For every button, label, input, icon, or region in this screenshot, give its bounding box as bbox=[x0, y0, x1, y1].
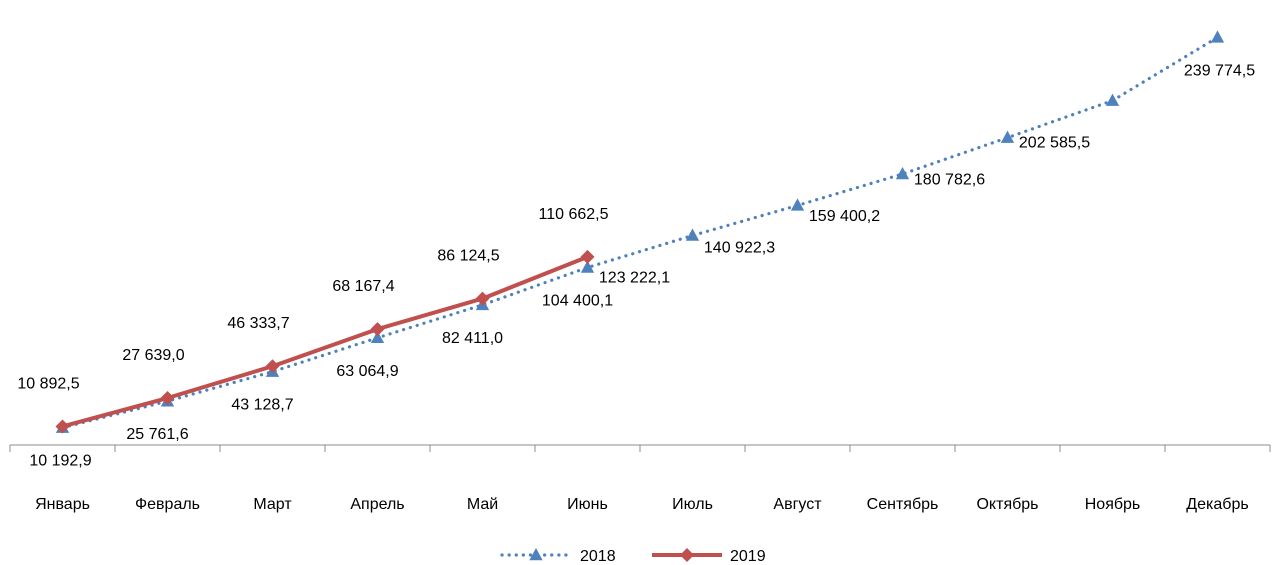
data-label-2018: 123 222,1 bbox=[599, 270, 670, 287]
series-2019-marker bbox=[55, 419, 70, 434]
data-label-2019: 68 167,4 bbox=[332, 278, 394, 295]
x-tick-label: Февраль bbox=[135, 496, 200, 513]
series-2019-marker bbox=[265, 359, 280, 374]
data-label-2019: 110 662,5 bbox=[539, 206, 609, 223]
data-label-2018: 43 128,7 bbox=[231, 397, 293, 414]
series-2019-marker bbox=[160, 391, 175, 406]
series-2019-line bbox=[61, 255, 589, 429]
data-label-2018: 202 585,5 bbox=[1019, 135, 1090, 152]
x-tick-label: Январь bbox=[35, 496, 90, 513]
series-2018-marker bbox=[580, 260, 595, 273]
legend-label-2018: 2018 bbox=[580, 548, 616, 565]
series-2018-marker bbox=[1105, 93, 1120, 106]
legend-marker-2019 bbox=[680, 548, 694, 562]
data-label-2019: 86 124,5 bbox=[437, 248, 499, 265]
series-2018-marker bbox=[370, 330, 385, 344]
x-axis-labels: Январь Февраль Март Апрель Май Июнь Июль Август… bbox=[35, 496, 1249, 513]
legend-item-2018: 2018 bbox=[500, 548, 616, 565]
series-2018-line bbox=[60, 35, 1220, 430]
series-2019-marker bbox=[580, 249, 595, 264]
x-axis bbox=[9, 444, 1271, 452]
data-label-2018: 180 782,6 bbox=[914, 172, 985, 189]
series-2018-marker bbox=[895, 167, 910, 180]
x-tick-label: Декабрь bbox=[1186, 496, 1248, 513]
legend-marker-2018 bbox=[529, 548, 543, 561]
data-label-2018: 159 400,2 bbox=[809, 208, 880, 225]
series-2019-marker bbox=[370, 322, 385, 337]
data-labels: 10 192,9 25 761,6 43 128,7 63 064,9 82 411,0… bbox=[17, 62, 1255, 469]
data-label-2019: 27 639,0 bbox=[122, 347, 184, 364]
series-2018-marker bbox=[1210, 30, 1225, 43]
data-label-2018: 239 774,5 bbox=[1184, 62, 1255, 79]
data-label-2018: 140 922,3 bbox=[704, 239, 775, 256]
data-label-2019: 10 892,5 bbox=[17, 375, 79, 392]
legend: 2018 2019 bbox=[500, 548, 766, 565]
series-2018-marker bbox=[790, 198, 805, 211]
x-tick-label: Июнь bbox=[567, 496, 608, 513]
series-2018-marker bbox=[685, 228, 700, 241]
data-label-2018: 82 411,0 bbox=[442, 330, 503, 347]
legend-item-2019: 2019 bbox=[652, 548, 766, 565]
data-label-2018: 104 400,1 bbox=[542, 293, 613, 310]
x-tick-label: Июль bbox=[672, 496, 713, 513]
data-label-2018: 63 064,9 bbox=[336, 363, 398, 380]
x-tick-label: Август bbox=[773, 496, 822, 513]
x-tick-label: Май bbox=[467, 496, 498, 513]
legend-label-2019: 2019 bbox=[730, 548, 766, 565]
x-tick-label: Сентябрь bbox=[867, 496, 939, 513]
data-label-2018: 10 192,9 bbox=[29, 453, 91, 470]
data-label-2019: 46 333,7 bbox=[227, 315, 289, 332]
x-tick-label: Апрель bbox=[350, 496, 404, 513]
x-tick-label: Март bbox=[253, 496, 292, 513]
x-tick-label: Ноябрь bbox=[1085, 496, 1141, 513]
series-2019-marker bbox=[475, 291, 490, 306]
data-label-2018: 25 761,6 bbox=[126, 426, 188, 443]
series-2018-marker bbox=[1000, 130, 1015, 143]
x-tick-label: Октябрь bbox=[976, 496, 1038, 513]
series-layer bbox=[55, 30, 1225, 434]
